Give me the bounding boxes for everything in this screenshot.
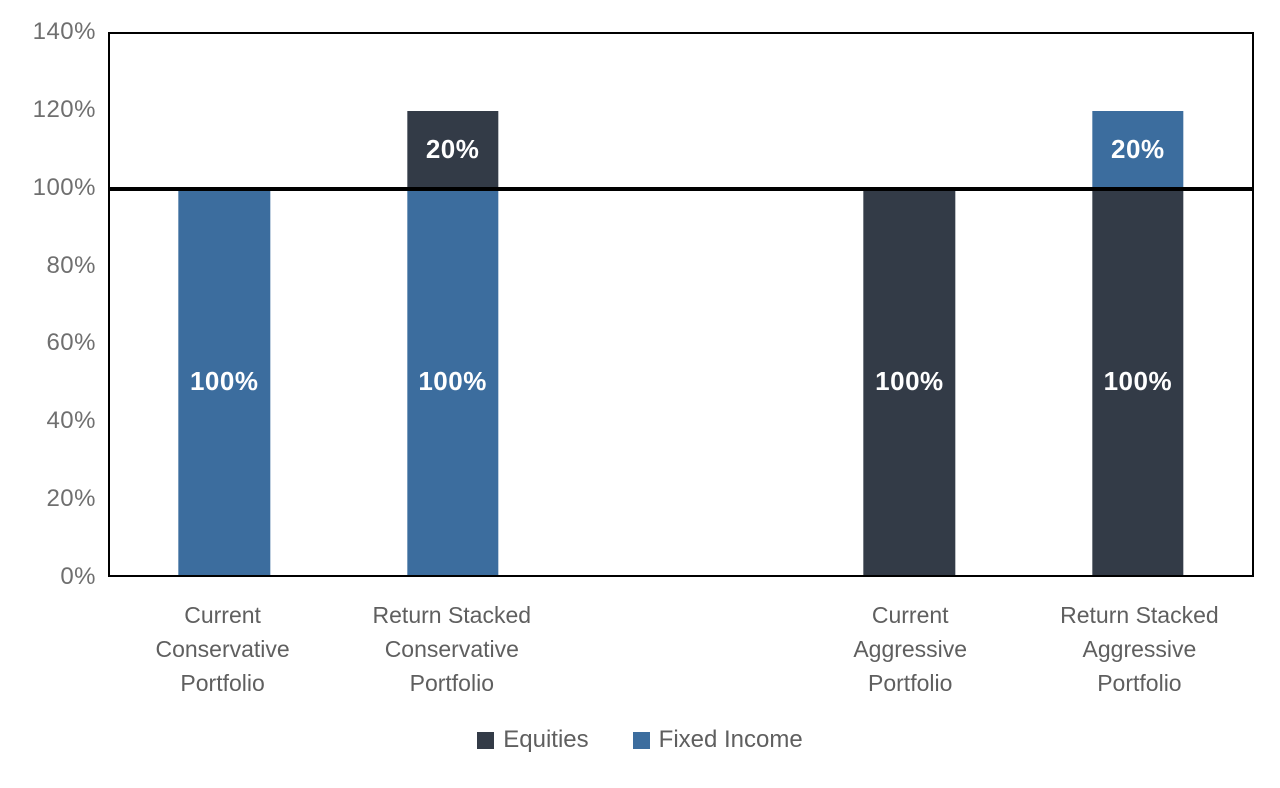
legend-item-equities: Equities	[477, 726, 589, 754]
x-category-label: Current Conservative Portfolio	[155, 602, 290, 696]
y-tick-label: 60%	[46, 329, 96, 357]
x-category-label: Current Aggressive Portfolio	[853, 602, 968, 696]
category-slot: 100%	[795, 34, 1023, 575]
bar-value-label: 100%	[1103, 366, 1173, 397]
y-tick-label: 120%	[32, 95, 96, 123]
reference-line-100	[108, 186, 1254, 191]
stacked-bar: 100%	[178, 188, 270, 575]
bar-value-label: 20%	[1111, 134, 1165, 165]
legend-label: Fixed Income	[658, 726, 803, 753]
legend: Equities Fixed Income	[0, 722, 1280, 758]
bar-segment-fixed-income: 100%	[406, 188, 499, 575]
legend-item-fixed-income: Fixed Income	[632, 726, 803, 754]
y-tick-label: 0%	[60, 563, 96, 590]
bar-segment-equities: 100%	[1092, 188, 1184, 575]
plot-area: 100% 20% 100% 100% 20% 100%	[108, 32, 1254, 577]
y-tick-label: 100%	[32, 173, 96, 201]
stacked-bar: 100%	[863, 188, 956, 575]
category-slot: 20% 100%	[1024, 34, 1252, 575]
y-tick-label: 20%	[46, 485, 96, 513]
bar-slots: 100% 20% 100% 100% 20% 100%	[110, 34, 1252, 575]
category-slot	[567, 34, 795, 575]
category-slot: 20% 100%	[338, 34, 566, 575]
stacked-bar: 20% 100%	[406, 111, 499, 575]
legend-label: Equities	[503, 726, 589, 753]
bar-value-label: 100%	[189, 366, 259, 397]
x-category-label	[566, 598, 795, 700]
bar-segment-equities: 100%	[863, 188, 956, 575]
y-tick-label: 140%	[32, 18, 96, 45]
legend-swatch-icon	[632, 731, 650, 749]
bar-segment-fixed-income: 20%	[1092, 111, 1184, 189]
bar-value-label: 100%	[418, 366, 487, 397]
x-category-label: Return Stacked Conservative Portfolio	[372, 602, 532, 696]
x-category-label: Return Stacked Aggressive Portfolio	[1060, 602, 1219, 696]
category-slot: 100%	[110, 34, 338, 575]
bar-segment-equities: 20%	[406, 111, 499, 189]
x-axis: Current Conservative Portfolio Return Sta…	[108, 598, 1254, 700]
y-tick-label: 40%	[46, 407, 96, 435]
bar-value-label: 100%	[875, 366, 944, 397]
legend-swatch-icon	[477, 731, 495, 749]
bar-value-label: 20%	[425, 134, 480, 165]
y-axis: 140% 120% 100% 80% 60% 40% 20% 0%	[0, 18, 96, 590]
bar-segment-fixed-income: 100%	[178, 188, 270, 575]
stacked-bar: 20% 100%	[1092, 111, 1184, 575]
y-tick-label: 80%	[46, 251, 96, 279]
